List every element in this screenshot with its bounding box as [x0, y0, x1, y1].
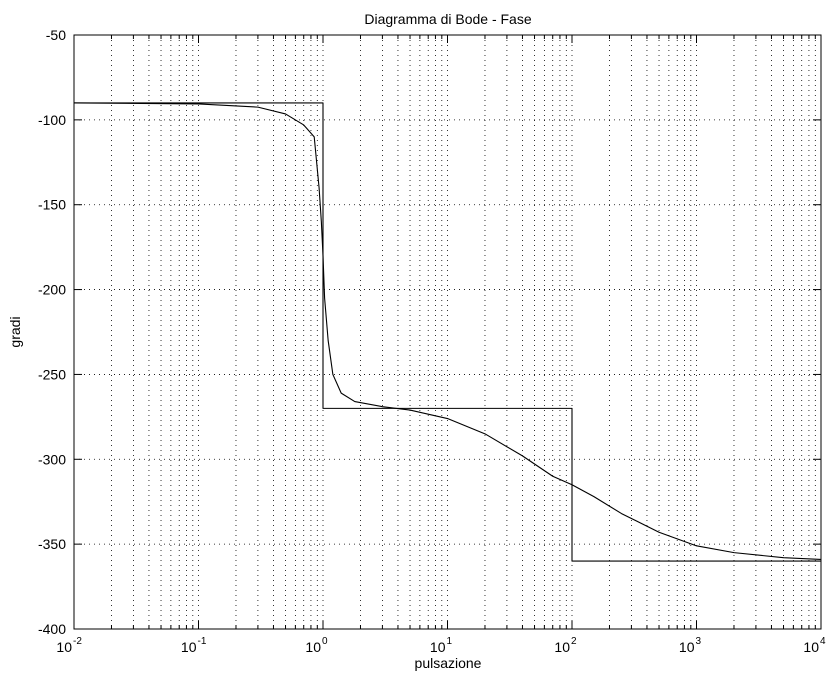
y-tick-label: -50 [46, 27, 66, 43]
x-tick-label-exponent: 3 [696, 636, 702, 647]
x-tick-label: 10 0 [305, 636, 328, 655]
x-tick-label-base: 10 [679, 639, 695, 655]
x-tick-label: 10 -1 [181, 636, 207, 655]
y-tick-label: -200 [38, 282, 66, 298]
x-tick-labels: 10 -2 10 -1 10 0 10 1 10 2 10 3 10 4 [56, 636, 826, 655]
y-tick-label: -400 [38, 621, 66, 637]
y-axis-label: gradi [7, 316, 23, 347]
grid [74, 35, 821, 629]
x-tick-label-base: 10 [181, 639, 197, 655]
x-tick-label: 10 4 [803, 636, 826, 655]
x-tick-label-base: 10 [803, 639, 819, 655]
x-tick-label-base: 10 [430, 639, 446, 655]
series-line-exact [73, 102, 822, 560]
x-axis-label: pulsazione [415, 655, 482, 671]
y-tick-label: -100 [38, 112, 66, 128]
x-tick-label: 10 2 [554, 636, 577, 655]
x-tick-label: 10 1 [430, 636, 453, 655]
x-tick-label-exponent: 4 [820, 636, 826, 647]
y-tick-label: -300 [38, 451, 66, 467]
x-tick-label-exponent: 2 [571, 636, 577, 647]
y-tick-label: -150 [38, 197, 66, 213]
chart-title: Diagramma di Bode - Fase [364, 11, 532, 27]
x-tick-label-exponent: 0 [322, 636, 328, 647]
x-tick-label-base: 10 [56, 639, 72, 655]
y-tick-label: -250 [38, 366, 66, 382]
axis-ticks [74, 34, 822, 630]
series-line-asymptotic [74, 102, 821, 562]
x-tick-label-exponent: -2 [73, 636, 82, 647]
x-tick-label-exponent: 1 [447, 636, 453, 647]
x-tick-label-exponent: -1 [198, 636, 207, 647]
x-tick-label-base: 10 [305, 639, 321, 655]
y-tick-labels: -50 -100 -150 -200 -250 -300 -350 -400 [38, 27, 66, 637]
x-tick-label: 10 -2 [56, 636, 82, 655]
series-group [73, 102, 822, 562]
x-tick-label-base: 10 [554, 639, 570, 655]
x-tick-label: 10 3 [679, 636, 702, 655]
plot-frame [73, 34, 822, 630]
y-tick-label: -350 [38, 536, 66, 552]
